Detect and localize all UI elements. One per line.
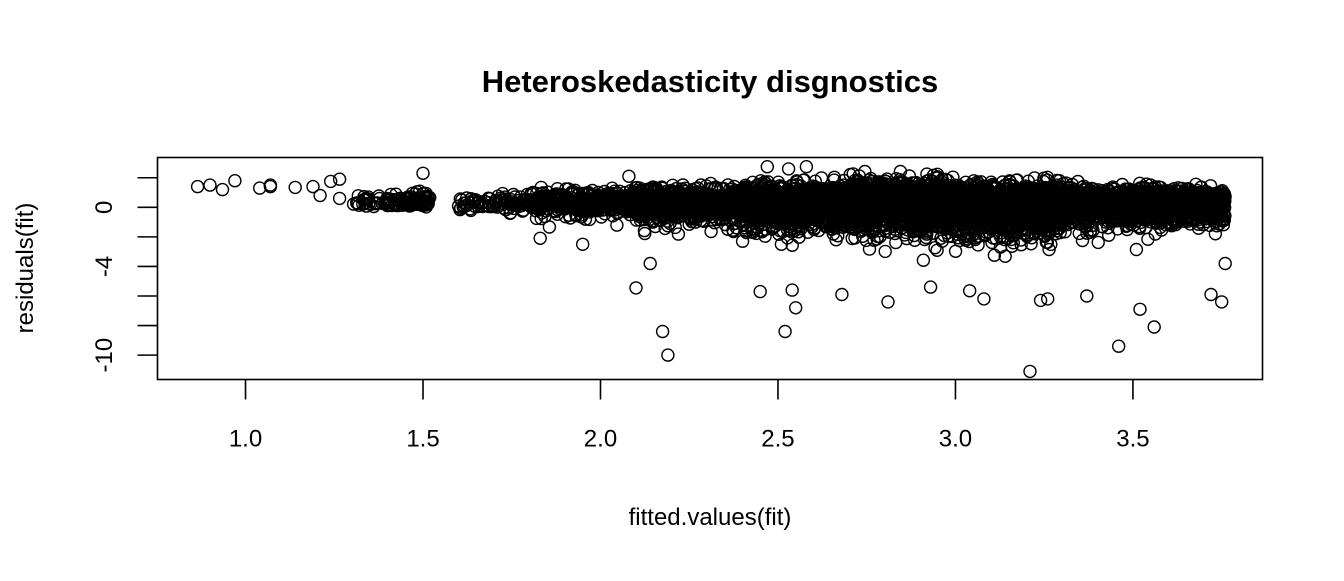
chart-title: Heteroskedasticity disgnostics: [482, 64, 939, 99]
data-point: [359, 191, 374, 206]
data-point: [453, 202, 467, 217]
data-point: [658, 221, 672, 236]
data-point: [550, 202, 564, 217]
data-point: [694, 194, 708, 209]
data-point: [510, 196, 524, 210]
points-layer: [190, 159, 1232, 379]
data-point: [709, 194, 723, 209]
data-point: [591, 201, 605, 216]
data-point: [578, 200, 592, 215]
data-point: [421, 190, 435, 205]
data-point: [889, 235, 903, 250]
data-point: [549, 189, 564, 203]
data-point: [704, 224, 718, 239]
data-point: [677, 197, 691, 212]
data-point: [654, 200, 668, 214]
data-point: [575, 208, 589, 222]
data-point: [631, 201, 646, 215]
y-axis-label: residuals(fit): [12, 203, 39, 334]
data-point: [524, 198, 538, 213]
data-point: [457, 196, 471, 210]
data-point: [358, 196, 372, 211]
data-point: [417, 197, 431, 212]
data-point: [948, 244, 963, 259]
data-point: [405, 186, 420, 201]
data-point: [382, 193, 396, 208]
data-point: [785, 238, 799, 252]
x-axis-label: fitted.values(fit): [629, 504, 792, 531]
data-point: [691, 207, 705, 221]
data-point: [829, 233, 843, 247]
data-point: [534, 180, 548, 195]
data-point: [654, 213, 668, 228]
data-point: [646, 215, 660, 229]
data-point: [679, 187, 693, 201]
data-point: [632, 187, 646, 202]
data-point: [707, 181, 722, 196]
data-point: [812, 223, 826, 238]
data-point: [645, 191, 659, 206]
data-point: [768, 219, 783, 233]
data-point: [542, 189, 557, 204]
data-point: [464, 192, 478, 206]
data-point: [551, 197, 566, 212]
data-point: [660, 190, 674, 205]
data-point: [575, 203, 589, 217]
data-point: [499, 202, 513, 217]
data-point: [568, 183, 582, 198]
data-point: [930, 243, 944, 258]
data-point: [607, 189, 622, 203]
data-point: [878, 244, 892, 259]
data-point: [738, 221, 752, 235]
data-point: [535, 187, 549, 201]
data-point: [632, 206, 647, 220]
data-point: [659, 199, 674, 214]
data-point: [916, 253, 931, 267]
data-point: [638, 226, 652, 241]
data-point: [671, 227, 686, 241]
data-point: [610, 218, 624, 232]
data-point: [807, 222, 821, 237]
data-point: [638, 201, 652, 216]
data-point: [491, 189, 505, 203]
data-point: [636, 208, 650, 223]
